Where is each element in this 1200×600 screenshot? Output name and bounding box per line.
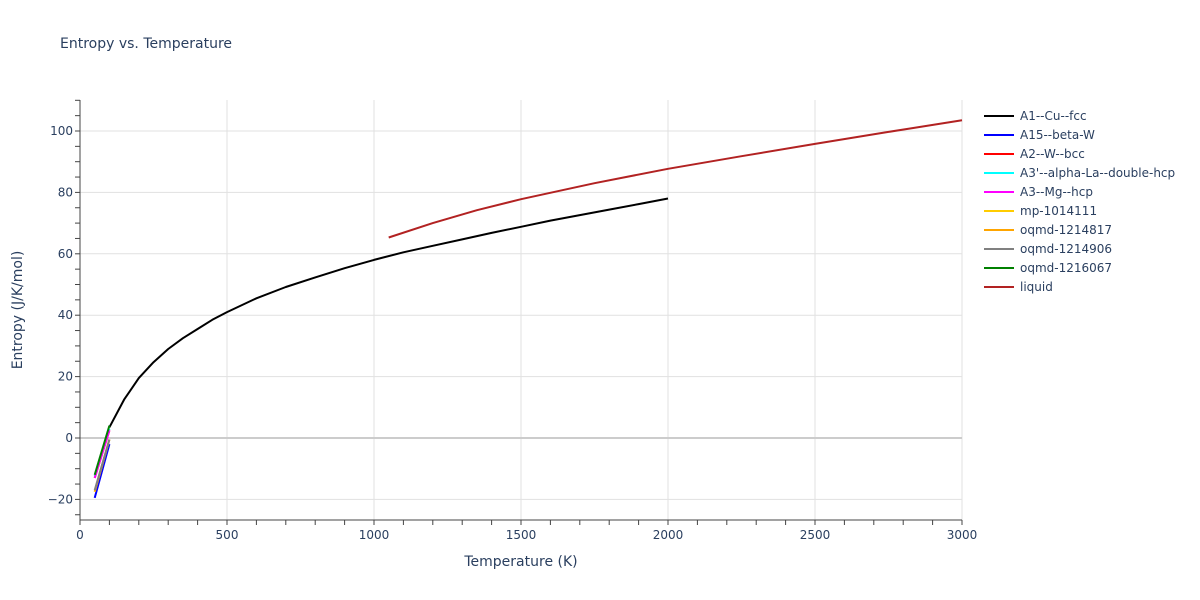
- x-tick-label: 500: [216, 528, 239, 542]
- legend-line-icon: [984, 171, 1014, 174]
- legend: A1--Cu--fcc A15--beta-W A2--W--bcc A3'--alp…: [984, 106, 1175, 296]
- legend-line-icon: [984, 247, 1014, 250]
- legend-label: oqmd-1216067: [1020, 260, 1113, 275]
- series-line-a1-cu-fcc: [108, 197, 669, 428]
- legend-label: A2--W--bcc: [1020, 146, 1085, 161]
- y-tick-label: 40: [58, 308, 73, 322]
- legend-item[interactable]: oqmd-1214906: [984, 239, 1175, 258]
- series-line-oqmd-1214906: [93, 439, 111, 491]
- legend-line-icon: [984, 190, 1014, 193]
- gridlines: [80, 100, 963, 520]
- legend-label: A1--Cu--fcc: [1020, 108, 1087, 123]
- data-lines: [93, 119, 963, 499]
- x-tick-label: 3000: [947, 528, 978, 542]
- legend-item[interactable]: A1--Cu--fcc: [984, 106, 1175, 125]
- legend-line-icon: [984, 266, 1014, 269]
- legend-line-icon: [984, 133, 1014, 136]
- axes: 0 500 1000 1500 2000 2500 3000 −20 0 20 40 60 80 100: [48, 99, 978, 542]
- legend-line-icon: [984, 228, 1014, 231]
- legend-label: oqmd-1214906: [1020, 241, 1113, 256]
- series-line-liquid: [388, 119, 963, 239]
- legend-line-icon: [984, 152, 1014, 155]
- series-line-oqmd-1216067: [93, 425, 111, 476]
- chart-title: Entropy vs. Temperature: [60, 36, 233, 52]
- legend-label: A3--Mg--hcp: [1020, 184, 1093, 199]
- legend-line-icon: [984, 209, 1014, 212]
- x-tick-label: 2000: [653, 528, 684, 542]
- x-tick-label: 1000: [359, 528, 390, 542]
- legend-item[interactable]: oqmd-1216067: [984, 258, 1175, 277]
- y-tick-label: 0: [65, 431, 73, 445]
- legend-item[interactable]: mp-1014111: [984, 201, 1175, 220]
- legend-item[interactable]: A2--W--bcc: [984, 144, 1175, 163]
- legend-line-icon: [984, 114, 1014, 117]
- y-tick-label: 80: [58, 185, 73, 199]
- legend-label: oqmd-1214817: [1020, 222, 1113, 237]
- legend-label: A15--beta-W: [1020, 127, 1095, 142]
- legend-item[interactable]: oqmd-1214817: [984, 220, 1175, 239]
- legend-label: A3'--alpha-La--double-hcp: [1020, 165, 1176, 180]
- y-tick-label: 20: [58, 370, 73, 384]
- y-tick-label: 60: [58, 247, 73, 261]
- legend-item[interactable]: A3'--alpha-La--double-hcp: [984, 163, 1175, 182]
- y-tick-label: 100: [50, 124, 73, 138]
- legend-label: mp-1014111: [1020, 203, 1098, 218]
- legend-line-icon: [984, 285, 1014, 288]
- x-tick-label: 0: [76, 528, 84, 542]
- legend-item[interactable]: liquid: [984, 277, 1175, 296]
- legend-label: liquid: [1020, 279, 1053, 294]
- series-line-a15-beta-w: [93, 443, 111, 499]
- y-axis-title: Entropy (J/K/mol): [10, 250, 26, 370]
- legend-item[interactable]: A15--beta-W: [984, 125, 1175, 144]
- x-tick-label: 2500: [800, 528, 831, 542]
- x-axis-title: Temperature (K): [464, 554, 578, 570]
- x-tick-label: 1500: [506, 528, 537, 542]
- y-tick-label: −20: [48, 492, 73, 506]
- legend-item[interactable]: A3--Mg--hcp: [984, 182, 1175, 201]
